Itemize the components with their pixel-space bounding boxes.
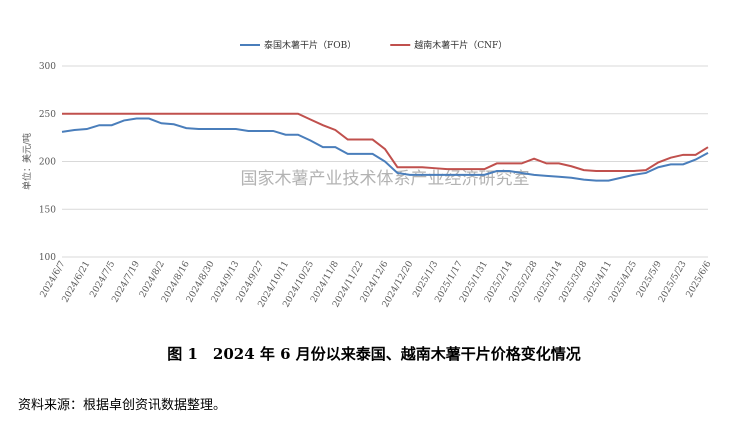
caption: 图 1 2024 年 6 月份以来泰国、越南木薯干片价格变化情况 (167, 345, 581, 363)
series-line (62, 112, 709, 173)
source-note: 资料来源：根据卓创资讯数据整理。 (18, 398, 227, 413)
legend-label: 越南木薯干片（CNF） (414, 39, 507, 51)
y-tick-label: 100 (39, 253, 56, 263)
y-axis-title: 单位：美元/吨 (21, 133, 33, 190)
x-tick-label: 2025/6/6 (685, 259, 714, 299)
chart: 100150200250300单位：美元/吨2024/6/72024/6/212… (21, 39, 714, 309)
y-tick-label: 250 (39, 110, 56, 120)
watermark: 国家木薯产业技术体系产业经济研究室 (241, 169, 530, 189)
series-line (61, 117, 709, 182)
y-tick-label: 150 (39, 205, 56, 215)
y-tick-label: 300 (39, 62, 56, 72)
legend-label: 泰国木薯干片（FOB） (264, 39, 356, 51)
y-tick-label: 200 (39, 158, 56, 168)
